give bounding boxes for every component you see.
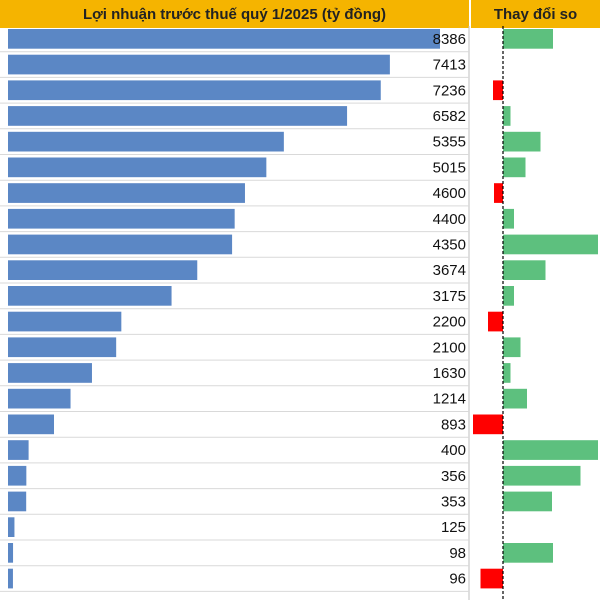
profit-value-label: 356 xyxy=(441,468,466,485)
profit-bar xyxy=(8,311,122,332)
profit-bar xyxy=(8,491,27,512)
profit-value-label: 2200 xyxy=(433,314,466,331)
profit-value-label: 3175 xyxy=(433,288,466,305)
profit-value-label: 4600 xyxy=(433,185,466,202)
change-bar-positive xyxy=(503,208,514,229)
profit-bar xyxy=(8,106,348,126)
profit-bar xyxy=(8,465,27,486)
profit-value-label: 3674 xyxy=(433,262,466,279)
profit-bar xyxy=(8,54,390,75)
profit-bar xyxy=(8,517,15,537)
change-bar-positive xyxy=(503,260,546,280)
change-bar-negative xyxy=(493,80,503,101)
change-bar-positive xyxy=(503,286,514,306)
profit-value-label: 7236 xyxy=(433,82,466,99)
profit-bar xyxy=(8,131,284,152)
profit-bar xyxy=(8,234,233,255)
profit-bar xyxy=(8,260,198,280)
profit-bar xyxy=(8,157,267,178)
profit-value-label: 4400 xyxy=(433,211,466,228)
profit-bar xyxy=(8,414,55,435)
change-bar-positive xyxy=(503,106,511,126)
change-bar-positive xyxy=(503,440,598,460)
profit-value-label: 96 xyxy=(449,571,466,588)
profit-value-label: 125 xyxy=(441,519,466,536)
profit-value-label: 1214 xyxy=(433,391,466,408)
profit-value-label: 400 xyxy=(441,442,466,459)
profit-value-label: 8386 xyxy=(433,31,466,48)
change-bar-positive xyxy=(503,363,511,383)
profit-value-label: 98 xyxy=(449,545,466,562)
change-bar-negative xyxy=(488,311,503,332)
change-bar-positive xyxy=(503,157,526,178)
change-bar-positive xyxy=(503,29,553,49)
change-bar-positive xyxy=(503,465,581,486)
profit-bar xyxy=(8,29,440,49)
profit-bar xyxy=(8,440,29,460)
change-bar-negative xyxy=(494,183,503,203)
profit-value-label: 893 xyxy=(441,416,466,433)
profit-bar xyxy=(8,363,92,383)
change-bar-negative xyxy=(473,414,503,435)
change-header: Thay đổi so xyxy=(471,0,600,28)
profit-value-label: 6582 xyxy=(433,108,466,125)
profit-value-label: 5015 xyxy=(433,159,466,176)
change-bar-negative xyxy=(480,568,503,589)
profit-bar xyxy=(8,286,172,306)
profit-bar xyxy=(8,388,71,409)
profit-bar xyxy=(8,208,235,229)
change-bar-positive xyxy=(503,491,552,512)
profit-value-label: 5355 xyxy=(433,134,466,151)
change-bar-positive xyxy=(503,388,527,409)
profit-header: Lợi nhuận trước thuế quý 1/2025 (tỷ đồng… xyxy=(0,0,469,28)
profit-bar xyxy=(8,543,14,563)
change-bar-positive xyxy=(503,337,521,358)
profit-bar xyxy=(8,80,381,101)
profit-bar xyxy=(8,568,13,589)
change-bar-positive xyxy=(503,234,598,255)
profit-bar xyxy=(8,337,117,358)
profit-value-label: 353 xyxy=(441,493,466,510)
profit-value-label: 4350 xyxy=(433,236,466,253)
profit-value-label: 2100 xyxy=(433,339,466,356)
profit-value-label: 1630 xyxy=(433,365,466,382)
change-bar-positive xyxy=(503,543,553,563)
profit-value-label: 7413 xyxy=(433,57,466,74)
profit-bar xyxy=(8,183,245,203)
change-bar-positive xyxy=(503,131,541,152)
